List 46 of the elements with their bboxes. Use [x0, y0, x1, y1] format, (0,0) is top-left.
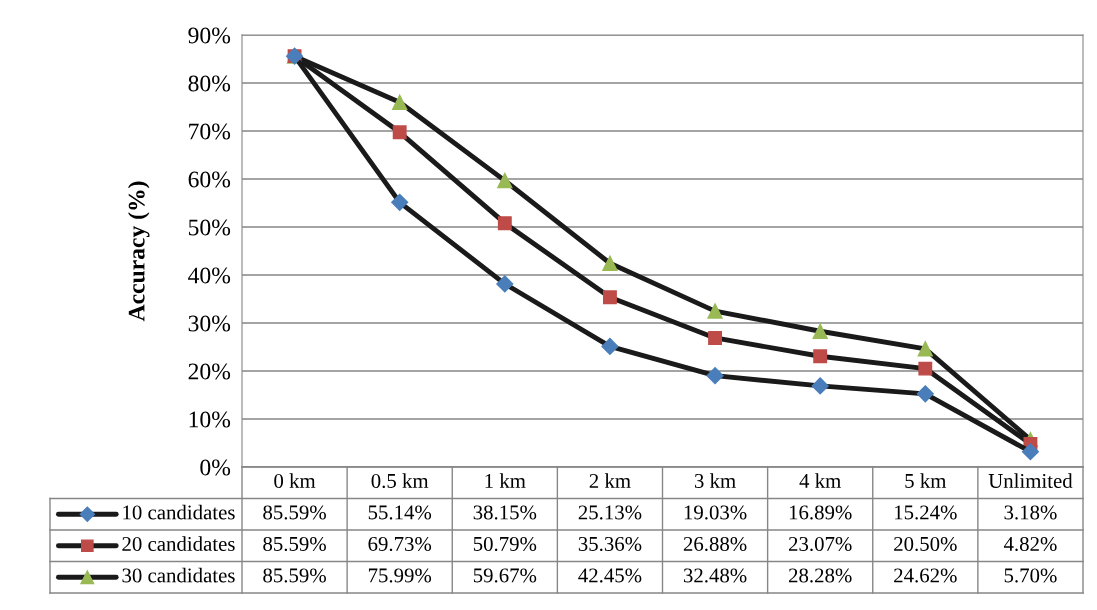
- data-label: 38.15%: [473, 505, 537, 520]
- y-tick-label: 60%: [188, 171, 231, 188]
- legend-label: 30 candidates: [122, 567, 235, 583]
- x-tick-label: 5 km: [905, 473, 947, 488]
- x-tick-label: 1 km: [485, 473, 526, 488]
- data-label: 85.59%: [263, 505, 326, 520]
- x-tick-label: 3 km: [694, 473, 736, 488]
- legend-label: 20 candidates: [122, 536, 235, 551]
- x-tick-label: 0.5 km: [371, 473, 429, 489]
- x-tick-label: 0 km: [274, 473, 316, 488]
- data-label: 20.50%: [894, 536, 957, 552]
- x-tick-label: Unlimited: [988, 473, 1073, 488]
- data-label: 3.18%: [1004, 505, 1057, 520]
- x-tick-label: 4 km: [799, 473, 841, 488]
- data-label: 85.59%: [263, 536, 326, 552]
- data-label: 19.03%: [684, 505, 747, 520]
- data-label: 50.79%: [473, 536, 537, 552]
- data-label: 16.89%: [789, 505, 852, 520]
- data-label: 85.59%: [263, 568, 326, 583]
- y-axis-title: Accuracy (%): [128, 181, 150, 322]
- y-tick-label: 80%: [188, 75, 231, 92]
- data-label: 24.62%: [894, 568, 957, 583]
- y-tick-label: 10%: [189, 411, 231, 428]
- x-tick-label: 2 km: [589, 473, 631, 488]
- data-label: 4.82%: [1003, 536, 1057, 552]
- data-label: 75.99%: [368, 568, 432, 583]
- data-label: 55.14%: [368, 505, 432, 520]
- y-tick-label: 0%: [200, 459, 231, 476]
- y-tick-label: 50%: [188, 219, 231, 236]
- data-label: 32.48%: [683, 568, 747, 583]
- legend-label: 10 candidates: [123, 504, 235, 520]
- data-label: 15.24%: [895, 505, 957, 520]
- y-tick-label: 90%: [188, 27, 231, 44]
- data-label: 59.67%: [473, 568, 537, 583]
- y-tick-label: 30%: [188, 315, 231, 332]
- y-tick-label: 40%: [188, 267, 231, 284]
- data-label: 69.73%: [368, 536, 432, 552]
- data-label: 5.70%: [1004, 568, 1057, 583]
- data-label: 23.07%: [788, 536, 852, 552]
- data-label: 28.28%: [788, 568, 852, 583]
- data-label: 35.36%: [578, 536, 642, 552]
- data-label: 42.45%: [578, 568, 642, 583]
- data-label: 26.88%: [683, 536, 747, 552]
- data-label: 25.13%: [578, 505, 642, 520]
- y-tick-label: 20%: [188, 363, 231, 380]
- y-tick-label: 70%: [189, 123, 231, 140]
